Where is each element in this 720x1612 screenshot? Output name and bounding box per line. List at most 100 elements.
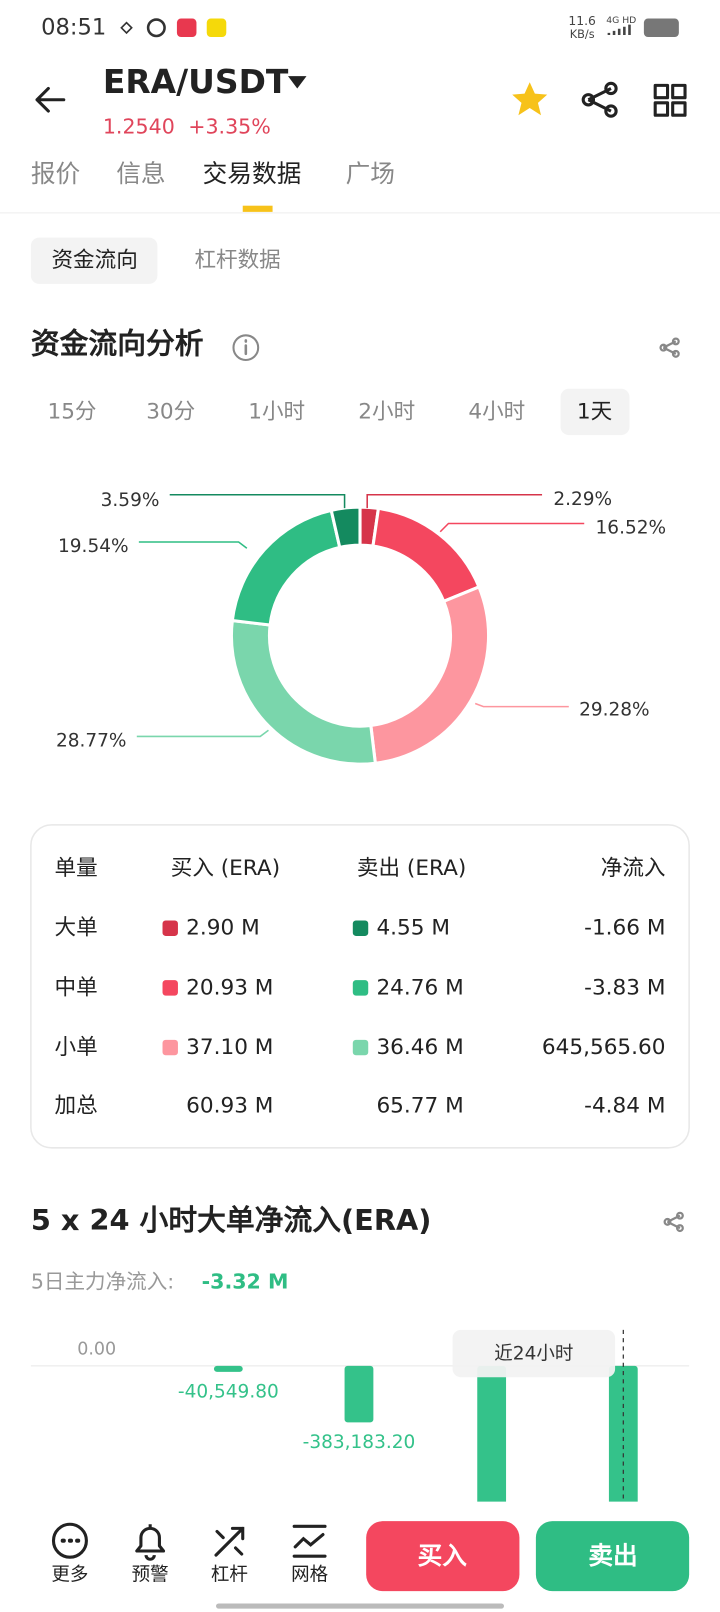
price: 1.2540 (103, 115, 175, 139)
leader-line (136, 729, 269, 738)
nav-label[interactable]: 杠杆 (211, 1565, 248, 1586)
row-label: 中单 (55, 975, 98, 1000)
bar (213, 1365, 243, 1372)
buy-button[interactable] (366, 1521, 520, 1592)
value-label: -383,183.20 (303, 1432, 416, 1453)
grid-trading-icon[interactable] (292, 1524, 327, 1558)
table-cell: -1.66 M (584, 916, 665, 941)
table-cell: 4.55 M (376, 916, 450, 941)
slice-label: 3.59% (101, 490, 160, 511)
status-icon (146, 18, 166, 38)
share-button[interactable] (659, 337, 680, 358)
leader-line (366, 493, 543, 509)
bar-chart: 0.00 -40,549.80 -383,183.20 近24小时 (30, 1329, 690, 1502)
status-icon (120, 21, 133, 35)
nav-label[interactable]: 更多 (51, 1565, 88, 1586)
pie-chart: 2.29% 16.52% 29.28% 28.77% 19.54% 3.59% (56, 489, 667, 766)
more-icon[interactable] (51, 1522, 88, 1559)
price-change: +3.35% (188, 115, 271, 139)
nav-label[interactable]: 预警 (132, 1565, 169, 1586)
nav-label[interactable]: 网格 (291, 1565, 329, 1586)
interval-tab[interactable]: 2小时 (358, 399, 415, 424)
interval-tab[interactable]: 1小时 (248, 399, 305, 424)
status-speed: 11.6 (568, 14, 596, 28)
tab[interactable]: 信息 (116, 159, 165, 188)
subtitle-value: -3.32 M (202, 1270, 289, 1294)
info-icon[interactable] (232, 334, 260, 362)
leverage-icon[interactable] (214, 1526, 245, 1557)
subtab-chip[interactable] (30, 237, 158, 284)
subtitle: 5日主力净流入: (31, 1270, 174, 1294)
share-button[interactable] (581, 81, 618, 118)
sell-button[interactable] (535, 1521, 690, 1592)
menu-button[interactable] (653, 83, 687, 117)
tab-active[interactable]: 交易数据 (203, 159, 302, 188)
bar (608, 1365, 638, 1502)
sell-swatch (352, 980, 369, 996)
row-label: 小单 (55, 1035, 98, 1060)
buy-swatch (162, 980, 178, 996)
table-cell: -4.84 M (584, 1094, 665, 1119)
interval-tab[interactable]: 15分 (47, 399, 96, 424)
interval-tab[interactable]: 4小时 (468, 399, 525, 424)
value-label: -40,549.80 (178, 1381, 279, 1402)
table-cell: 24.76 M (376, 975, 463, 1000)
table-cell: 37.10 M (186, 1035, 273, 1060)
plot-area (213, 1365, 638, 1502)
y-tick-label: 0.00 (77, 1339, 116, 1359)
interval-chip[interactable] (560, 388, 630, 436)
pair-name[interactable]: ERA/USDT (103, 62, 289, 101)
sell-swatch (352, 1039, 369, 1056)
battery-icon (643, 18, 679, 38)
status-time: 08:51 (41, 14, 106, 40)
leader-line (138, 541, 248, 549)
table-header: 单量 (55, 856, 98, 881)
status-speed-unit: KB/s (570, 28, 595, 41)
pair-dropdown[interactable] (288, 76, 307, 89)
row-label: 大单 (55, 916, 98, 941)
table-header: 买入 (ERA) (171, 856, 280, 881)
slice-label: 29.28% (579, 700, 650, 721)
status-icon (176, 18, 197, 38)
leader-line (169, 493, 346, 509)
bar (344, 1365, 374, 1423)
leader-line (474, 702, 569, 708)
subtab[interactable]: 杠杆数据 (194, 248, 280, 273)
annotation-box (452, 1329, 616, 1378)
slice-label: 16.52% (596, 518, 667, 539)
share-button[interactable] (663, 1211, 684, 1232)
tab[interactable]: 报价 (31, 159, 80, 188)
table-cell: 65.77 M (376, 1094, 463, 1119)
tab[interactable]: 广场 (346, 159, 395, 188)
interval-tabs: 15分 30分 1小时 2小时 4小时 1天 (47, 399, 612, 424)
table-header: 卖出 (ERA) (357, 856, 466, 881)
sell-button-label[interactable]: 卖出 (588, 1541, 637, 1570)
buy-button-label[interactable]: 买入 (418, 1541, 468, 1570)
tab-indicator (242, 205, 273, 212)
table-cell: 36.46 M (376, 1035, 463, 1060)
table-header: 净流入 (601, 856, 666, 881)
favorite-button[interactable] (512, 82, 548, 116)
interval-tab[interactable]: 1天 (577, 399, 612, 424)
table-cell: 2.90 M (186, 916, 260, 941)
section-title: 5 x 24 小时大单净流入(ERA) (31, 1203, 432, 1237)
back-button[interactable] (35, 86, 66, 113)
slice-label: 19.54% (58, 536, 129, 557)
annotation: 近24小时 (494, 1344, 573, 1365)
table-cell: -3.83 M (584, 975, 665, 1000)
row-label: 加总 (55, 1094, 98, 1119)
buy-swatch (162, 920, 178, 936)
alert-icon[interactable] (135, 1524, 166, 1561)
subtab-active[interactable]: 资金流向 (51, 248, 137, 273)
status-icon (206, 18, 227, 38)
section-title: 资金流向分析 (31, 327, 204, 361)
slice-label: 2.29% (553, 489, 612, 510)
interval-tab[interactable]: 30分 (146, 399, 195, 424)
pie-slice (329, 505, 362, 550)
table-cell: 645,565.60 (542, 1035, 666, 1060)
signal-icon (607, 24, 631, 35)
table-cell: 20.93 M (186, 975, 273, 1000)
